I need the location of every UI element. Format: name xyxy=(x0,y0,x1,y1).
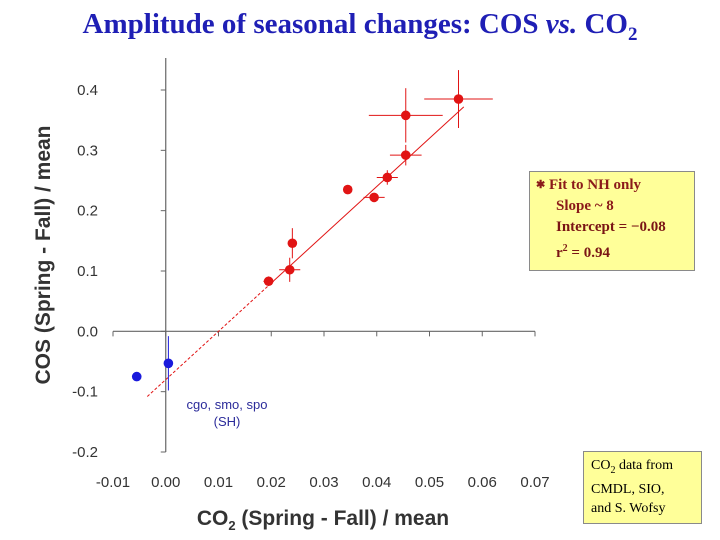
point-marker xyxy=(131,371,142,382)
data-point xyxy=(131,371,142,382)
y-tick-label: -0.2 xyxy=(72,444,98,461)
y-tick-label: 0.1 xyxy=(77,263,98,280)
x-tick-label: 0.04 xyxy=(362,474,391,491)
point-marker xyxy=(163,358,174,369)
fit-line-extension xyxy=(146,280,275,397)
points-layer xyxy=(131,70,493,391)
data-point xyxy=(368,88,443,143)
sh-annotation-line2: (SH) xyxy=(214,414,241,429)
axes xyxy=(112,58,536,453)
data-point xyxy=(263,276,274,287)
point-marker xyxy=(342,184,353,195)
point-marker xyxy=(400,110,411,121)
x-tick-label: -0.01 xyxy=(96,474,130,491)
fit-r2: r2 = 0.94 xyxy=(556,243,610,261)
x-tick-label: 0.03 xyxy=(309,474,338,491)
x-tick-label: 0.05 xyxy=(415,474,444,491)
x-tick-label: 0.07 xyxy=(520,474,549,491)
source-line-3: and S. Wofsy xyxy=(591,500,666,516)
x-tick-label: 0.02 xyxy=(257,474,286,491)
source-line-2: CMDL, SIO, xyxy=(591,481,665,497)
x-axis-label: CO2 (Spring - Fall) / mean xyxy=(197,507,449,533)
title-co: CO xyxy=(577,8,628,40)
y-tick-label: -0.1 xyxy=(72,384,98,401)
fit-header: Fit to NH only xyxy=(548,177,642,193)
data-point xyxy=(376,170,398,185)
title-vs: vs. xyxy=(545,8,578,40)
y-tick-label: 0.0 xyxy=(77,323,98,340)
source-line-1: CO2 data from xyxy=(591,458,673,476)
fit-slope: Slope ~ 8 xyxy=(556,198,614,214)
fit-info-box: ✱ Fit to NH only Slope ~ 8 Intercept = −… xyxy=(529,171,695,271)
labels-layer: -0.01 0.00 0.01 0.02 0.03 0.04 0.05 0.06 0.07 -0.… xyxy=(32,82,550,533)
y-tick-label: 0.3 xyxy=(77,142,98,159)
sh-annotation-line1: cgo, smo, spo xyxy=(187,397,268,412)
fit-line-layer xyxy=(146,106,465,397)
y-tick-label: 0.4 xyxy=(77,82,98,99)
slide-title: Amplitude of seasonal changes: COS vs. C… xyxy=(0,8,720,46)
title-text: Amplitude of seasonal changes: COS xyxy=(82,8,546,40)
data-point xyxy=(163,336,174,391)
data-point xyxy=(342,184,353,195)
data-point xyxy=(363,192,385,203)
fit-line xyxy=(273,106,465,282)
x-tick-label: 0.00 xyxy=(151,474,180,491)
data-point xyxy=(287,228,298,259)
data-source-box: CO2 data from CMDL, SIO, and S. Wofsy xyxy=(583,451,702,524)
asterisk-icon: ✱ xyxy=(536,179,546,191)
point-marker xyxy=(453,94,464,104)
point-marker xyxy=(263,276,274,287)
data-point xyxy=(279,257,301,282)
title-subscript: 2 xyxy=(627,23,638,45)
point-marker xyxy=(369,192,379,203)
point-marker xyxy=(400,150,411,160)
y-tick-label: 0.2 xyxy=(77,203,98,220)
fit-intercept: Intercept = −0.08 xyxy=(556,219,666,235)
point-marker xyxy=(284,264,295,275)
point-marker xyxy=(287,238,298,249)
x-tick-label: 0.01 xyxy=(204,474,233,491)
data-point xyxy=(389,144,422,166)
data-point xyxy=(424,70,493,129)
y-axis-label: COS (Spring - Fall) / mean xyxy=(32,125,55,384)
x-tick-label: 0.06 xyxy=(468,474,497,491)
point-marker xyxy=(382,172,393,183)
